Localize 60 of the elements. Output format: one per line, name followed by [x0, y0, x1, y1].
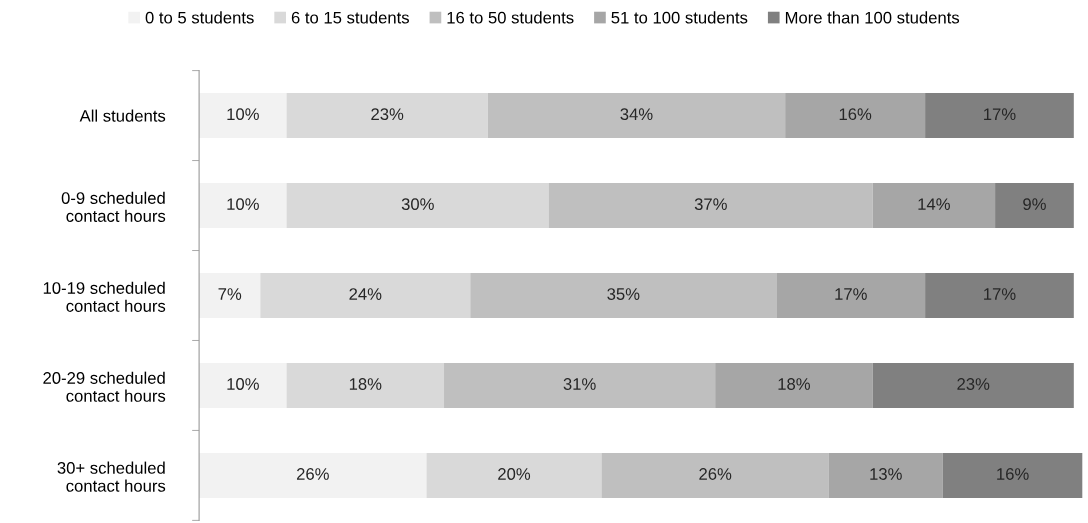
data-label: 7%: [218, 288, 242, 300]
bar: [470, 273, 777, 318]
bar: [286, 93, 488, 139]
bar: [199, 93, 287, 139]
data-label: 17%: [835, 288, 867, 300]
legend-label: 51 to 100 students: [611, 11, 748, 24]
data-label: 26%: [296, 468, 329, 480]
data-label: 9%: [1023, 198, 1046, 211]
data-label: 35%: [607, 288, 640, 300]
data-label: 31%: [563, 378, 596, 390]
data-label: 30%: [401, 198, 434, 211]
legend-label: 16 to 50 students: [447, 11, 574, 24]
legend-label: More than 100 students: [785, 11, 960, 24]
bar: [548, 183, 873, 229]
y-tick-label: 10-19 scheduled contact hours: [43, 281, 166, 312]
data-label: 14%: [918, 198, 950, 210]
bar: [199, 183, 287, 229]
bar: [199, 362, 287, 408]
data-label: 16%: [997, 468, 1029, 480]
bar: [995, 183, 1074, 229]
bar: [828, 452, 943, 498]
bar: [426, 452, 602, 498]
bar: [199, 452, 427, 498]
data-label: 10%: [227, 198, 259, 211]
bar: [785, 93, 926, 139]
y-tick-label: 20-29 scheduled contact hours: [43, 371, 166, 402]
data-label: 26%: [699, 468, 732, 480]
bar: [942, 452, 1083, 498]
bar: [487, 93, 786, 139]
bar: [715, 362, 873, 408]
bar: [872, 362, 1074, 408]
data-label: 10%: [227, 378, 259, 390]
data-label: 17%: [984, 288, 1016, 300]
bar: [872, 183, 996, 229]
y-tick-label: All students: [79, 109, 166, 122]
data-label: 23%: [957, 378, 990, 390]
legend-label: 0 to 5 students: [145, 11, 254, 24]
bar: [925, 273, 1074, 318]
data-label: 20%: [498, 468, 531, 480]
data-label: 18%: [778, 378, 810, 390]
bar: [286, 362, 445, 408]
bar: [199, 273, 261, 318]
data-label: 10%: [227, 108, 259, 121]
bar: [260, 273, 471, 318]
bar: [444, 362, 716, 408]
data-label: 24%: [349, 288, 382, 300]
data-label: 16%: [839, 108, 872, 121]
data-label: 23%: [371, 108, 404, 121]
legend-label: 6 to 15 students: [291, 11, 409, 24]
data-label: 13%: [870, 468, 902, 480]
y-tick-label: 0-9 scheduled contact hours: [61, 191, 166, 222]
y-tick-label: 30+ scheduled contact hours: [57, 461, 166, 492]
data-label: 18%: [349, 378, 382, 390]
bar: [776, 273, 926, 318]
data-label: 17%: [984, 108, 1016, 120]
data-label: 34%: [620, 108, 653, 121]
bar: [925, 93, 1074, 139]
bar: [286, 183, 549, 229]
bar: [601, 452, 829, 498]
data-label: 37%: [694, 198, 727, 211]
